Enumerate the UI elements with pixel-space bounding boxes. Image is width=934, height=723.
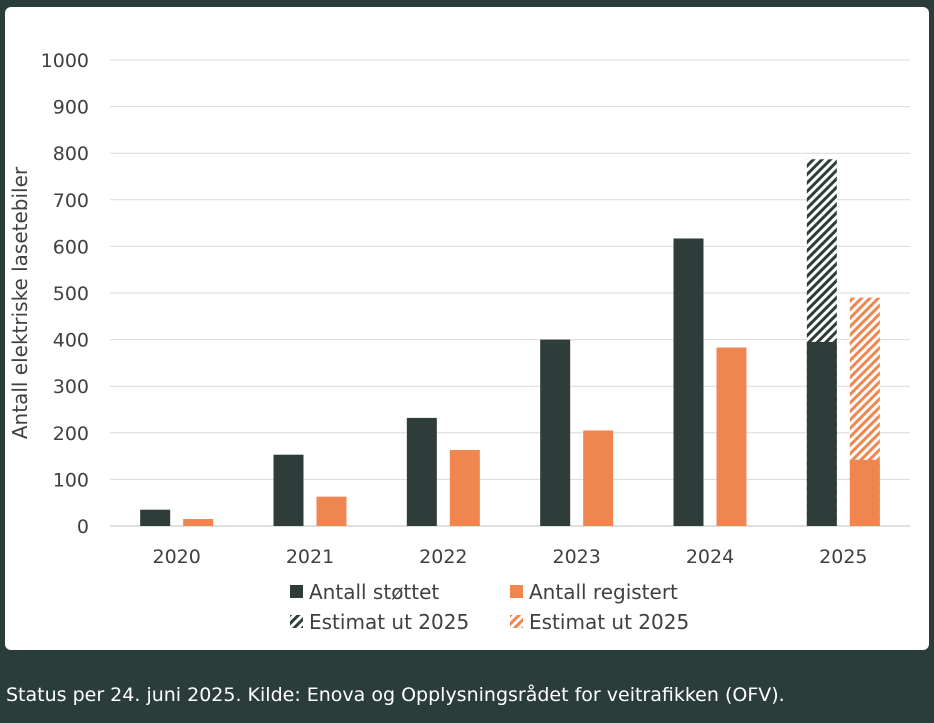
bar-antall-stottet-2020 — [140, 509, 171, 526]
bar-antall-registert-2024 — [716, 347, 747, 526]
bar-antall-stottet-2024 — [673, 238, 704, 526]
legend-estimat-registert: Estimat ut 2025 — [510, 610, 689, 634]
x-tick-label: 2022 — [419, 546, 467, 568]
legend-antall-registert: Antall registert — [510, 580, 678, 604]
legend-label: Estimat ut 2025 — [529, 610, 689, 634]
x-tick-label: 2024 — [686, 546, 734, 568]
y-axis-title: Antall elektriske lasetebiler — [8, 166, 32, 439]
y-tick-label: 0 — [77, 516, 89, 538]
legend-label: Antall støttet — [309, 580, 439, 604]
y-tick-label: 400 — [53, 330, 89, 352]
bar-antall-registert-2023 — [583, 430, 614, 526]
y-tick-label: 100 — [53, 469, 89, 491]
y-tick-label: 800 — [53, 143, 89, 165]
y-tick-label: 600 — [53, 236, 89, 258]
x-tick-label: 2020 — [152, 546, 200, 568]
chart-card: 0 100 200 300 400 500 600 700 800 900 1000 Antall e… — [5, 7, 929, 650]
y-tick-label: 500 — [53, 283, 89, 305]
bar-chart: 0 100 200 300 400 500 600 700 800 900 1000 Antall e… — [8, 50, 910, 634]
legend-label: Antall registert — [529, 580, 678, 604]
y-tick-label: 300 — [53, 376, 89, 398]
legend-estimat-stottet: Estimat ut 2025 — [290, 610, 469, 634]
bar-antall-registert-2020 — [183, 519, 214, 526]
bar-antall-registert-2022 — [449, 450, 480, 526]
y-tick-label: 1000 — [41, 50, 89, 72]
x-tick-label: 2023 — [552, 546, 600, 568]
y-tick-label: 200 — [53, 423, 89, 445]
bar-antall-stottet-2023 — [540, 339, 571, 526]
legend-swatch — [290, 585, 303, 598]
legend-swatch — [290, 615, 303, 628]
legend-antall-stottet: Antall støttet — [290, 580, 439, 604]
bar-antall-stottet-2021 — [273, 454, 304, 526]
y-tick-label: 700 — [53, 190, 89, 212]
legend-swatch — [510, 585, 523, 598]
bar-antall-registert-2025 — [849, 459, 880, 526]
y-tick-label: 900 — [53, 97, 89, 119]
bar-antall-stottet-2025 — [806, 341, 837, 526]
bar-antall-stottet-2022 — [406, 417, 437, 526]
bar-antall-registert-2021 — [316, 496, 347, 526]
x-tick-label: 2021 — [286, 546, 334, 568]
legend-swatch — [510, 615, 523, 628]
chart-caption: Status per 24. juni 2025. Kilde: Enova o… — [6, 684, 785, 706]
x-tick-label: 2025 — [819, 546, 867, 568]
legend-label: Estimat ut 2025 — [309, 610, 469, 634]
